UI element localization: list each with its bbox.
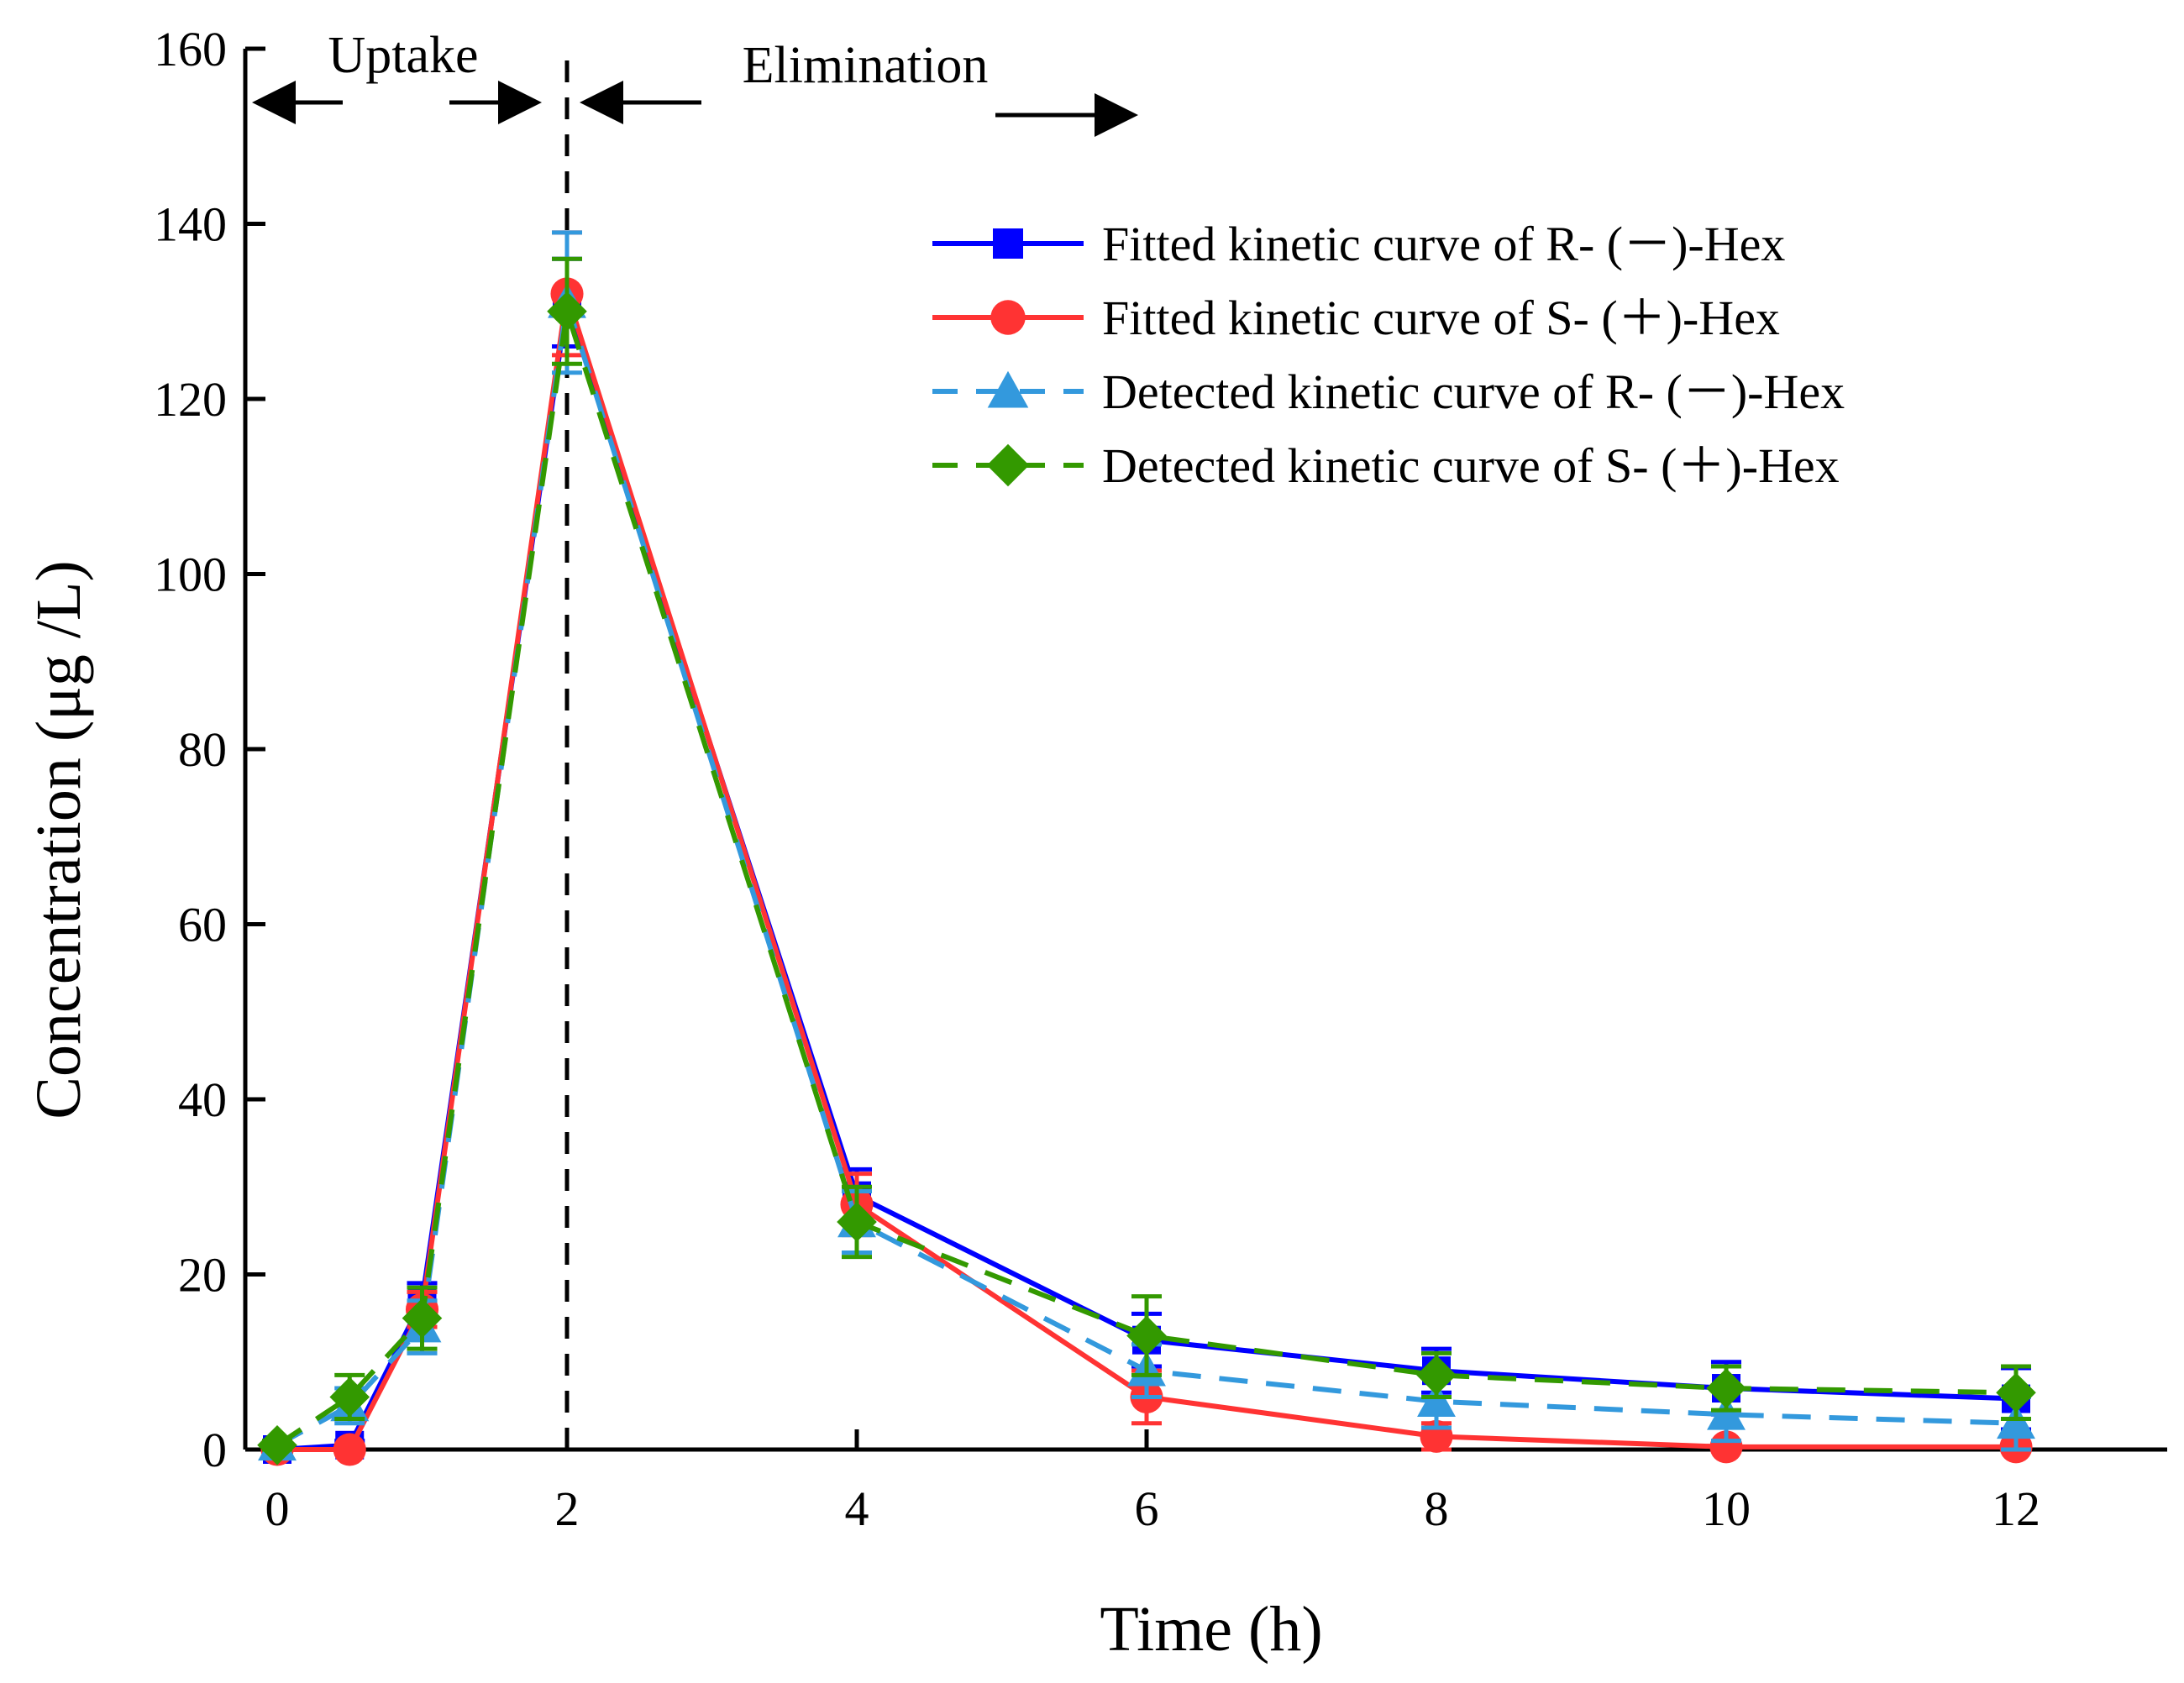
x-tick-label: 6 [1135, 1481, 1159, 1536]
legend-item-3: Detected kinetic curve of R- (－)-Hex [932, 364, 1845, 419]
data-point [1706, 1368, 1746, 1408]
y-tick-label: 60 [178, 898, 227, 952]
x-tick-label: 0 [265, 1481, 290, 1536]
data-point [329, 1376, 370, 1418]
data-point [1417, 1382, 1456, 1418]
x-tick-label: 8 [1425, 1481, 1449, 1536]
x-tick-label: 2 [555, 1481, 580, 1536]
x-tick-label: 4 [845, 1481, 869, 1536]
data-point [837, 1202, 877, 1242]
legend-label: Fitted kinetic curve of S- (＋)-Hex [1102, 291, 1780, 345]
series-4 [257, 256, 2036, 1465]
elimination-left-arrow [580, 81, 701, 124]
y-axis-title: Concentration (μg /L) [24, 560, 94, 1119]
legend-swatch-marker [990, 300, 1026, 335]
legend-item-1: Fitted kinetic curve of R- (－)-Hex [932, 217, 1785, 271]
legend-label: Detected kinetic curve of R- (－)-Hex [1102, 364, 1845, 419]
uptake-right-arrow [449, 81, 542, 124]
legend-item-2: Fitted kinetic curve of S- (＋)-Hex [932, 291, 1780, 345]
legend: Fitted kinetic curve of R- (－)-Hex Fitted… [932, 217, 1845, 493]
legend-swatch-marker [986, 443, 1030, 487]
data-point [333, 1433, 366, 1466]
legend-swatch-marker [993, 228, 1023, 259]
series-layer [257, 230, 2036, 1466]
data-point [1997, 1403, 2035, 1439]
uptake-label: Uptake [328, 27, 478, 84]
legend-label: Fitted kinetic curve of R- (－)-Hex [1102, 217, 1785, 271]
x-tick-label: 10 [1702, 1481, 1751, 1536]
legend-swatch-marker [987, 370, 1029, 408]
y-tick-label: 80 [178, 722, 227, 777]
elimination-right-arrow [995, 93, 1138, 137]
y-tick-label: 20 [178, 1248, 227, 1303]
data-point [1126, 1315, 1167, 1356]
data-point [1996, 1372, 2036, 1413]
y-tick-label: 120 [154, 372, 227, 427]
legend-label: Detected kinetic curve of S- (＋)-Hex [1102, 438, 1840, 493]
y-tick-label: 100 [154, 548, 227, 602]
y-tick-label: 40 [178, 1072, 227, 1127]
y-tick-label: 0 [202, 1423, 227, 1477]
data-point [1707, 1395, 1746, 1430]
legend-item-4: Detected kinetic curve of S- (＋)-Hex [932, 438, 1840, 493]
x-tick-label: 12 [1992, 1481, 2040, 1536]
data-point [1416, 1355, 1457, 1396]
x-axis-title: Time (h) [1100, 1594, 1322, 1665]
data-point [547, 291, 587, 332]
data-point [402, 1298, 443, 1339]
y-tick-label: 140 [154, 197, 227, 252]
y-tick-label: 160 [154, 22, 227, 76]
uptake-left-arrow [252, 81, 343, 124]
data-point [257, 1424, 297, 1465]
elimination-label: Elimination [743, 37, 989, 94]
